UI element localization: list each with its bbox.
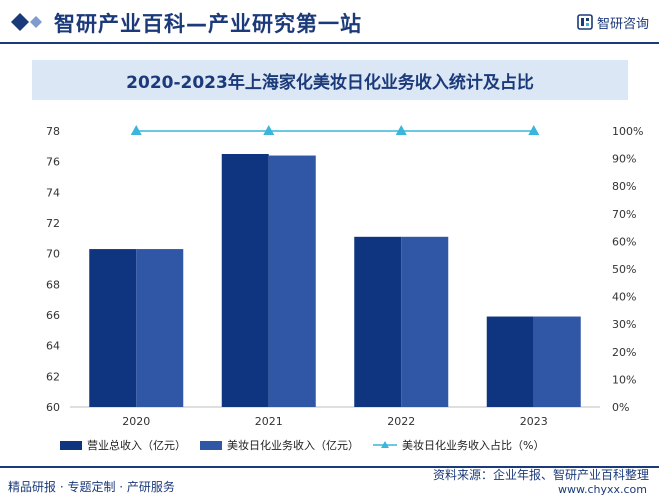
page-footer: 精品研报 · 专题定制 · 产研服务 资料来源：企业年报、智研产业百科整理 ww… — [0, 466, 659, 499]
chart-title: 2020-2023年上海家化美妆日化业务收入统计及占比 — [126, 72, 534, 93]
x-tick-label: 2022 — [387, 415, 415, 428]
y-left-tick-label: 72 — [46, 217, 60, 230]
footer-url[interactable]: www.chyxx.com — [557, 483, 647, 496]
y-left-tick-label: 64 — [46, 340, 60, 353]
footer-source: 资料来源：企业年报、智研产业百科整理 — [432, 468, 649, 482]
legend-swatch — [60, 440, 82, 450]
brand-name: 智研咨询 — [596, 16, 649, 32]
diamond-icon — [11, 13, 42, 31]
bar — [354, 236, 402, 407]
bar — [401, 236, 449, 407]
y-left-tick-label: 78 — [46, 125, 60, 138]
y-right-tick-label: 100% — [612, 125, 643, 138]
chart-area: 60 62 64 66 68 70 72 74 76 78 0% 10% 20% 30% 40% 50% 60%… — [0, 115, 659, 460]
share-point — [263, 125, 275, 135]
bar — [221, 154, 269, 407]
footer-slogan: 精品研报 · 专题定制 · 产研服务 — [8, 480, 175, 494]
y-left-tick-label: 76 — [46, 156, 60, 169]
header-divider — [0, 42, 659, 44]
y-right-tick-label: 0% — [612, 401, 629, 414]
chart-legend: 营业总收入（亿元） 美妆日化业务收入（亿元） 美妆日化业务收入占比（%） — [60, 436, 620, 454]
brand[interactable]: 智研咨询 — [577, 12, 649, 32]
y-right-tick-label: 70% — [612, 208, 636, 221]
share-point — [528, 125, 540, 135]
legend-item-cosmetics-revenue: 美妆日化业务收入（亿元） — [200, 437, 359, 453]
legend-label: 营业总收入（亿元） — [87, 439, 186, 452]
y-right-tick-label: 60% — [612, 235, 636, 248]
y-left-tick-label: 66 — [46, 309, 60, 322]
y-left-tick-label: 60 — [46, 401, 60, 414]
y-left-tick-label: 68 — [46, 278, 60, 291]
bar — [486, 316, 534, 407]
legend-line-marker — [373, 441, 397, 448]
x-tick-label: 2020 — [122, 415, 150, 428]
x-tick-label: 2021 — [255, 415, 283, 428]
y-right-tick-label: 80% — [612, 180, 636, 193]
legend-item-total-revenue: 营业总收入（亿元） — [60, 437, 186, 453]
bar — [533, 316, 581, 407]
y-left-tick-label: 62 — [46, 370, 60, 383]
zhiyan-logo-icon — [577, 14, 593, 30]
y-left-tick-label: 74 — [46, 186, 60, 199]
share-point — [395, 125, 407, 135]
y-right-tick-label: 50% — [612, 263, 636, 276]
page-title: 智研产业百科—产业研究第一站 — [54, 12, 362, 36]
bar — [89, 249, 137, 407]
bar — [268, 155, 316, 407]
y-left-tick-label: 70 — [46, 248, 60, 261]
y-right-tick-label: 40% — [612, 291, 636, 304]
y-right-tick-label: 30% — [612, 318, 636, 331]
bar — [136, 249, 184, 407]
legend-label: 美妆日化业务收入占比（%） — [402, 439, 545, 452]
page-header: 智研产业百科—产业研究第一站 智研咨询 — [0, 0, 659, 44]
x-tick-label: 2023 — [520, 415, 548, 428]
y-right-tick-label: 90% — [612, 153, 636, 166]
chart-title-bar: 2020-2023年上海家化美妆日化业务收入统计及占比 — [32, 60, 628, 100]
legend-item-share: 美妆日化业务收入占比（%） — [373, 437, 544, 453]
footer-divider — [0, 466, 659, 468]
y-right-tick-label: 10% — [612, 373, 636, 386]
bar-chart: 60 62 64 66 68 70 72 74 76 78 0% 10% 20% 30% 40% 50% 60%… — [46, 125, 643, 428]
y-right-tick-label: 20% — [612, 346, 636, 359]
legend-label: 美妆日化业务收入（亿元） — [227, 439, 359, 452]
share-point — [130, 125, 142, 135]
legend-swatch — [200, 440, 222, 450]
